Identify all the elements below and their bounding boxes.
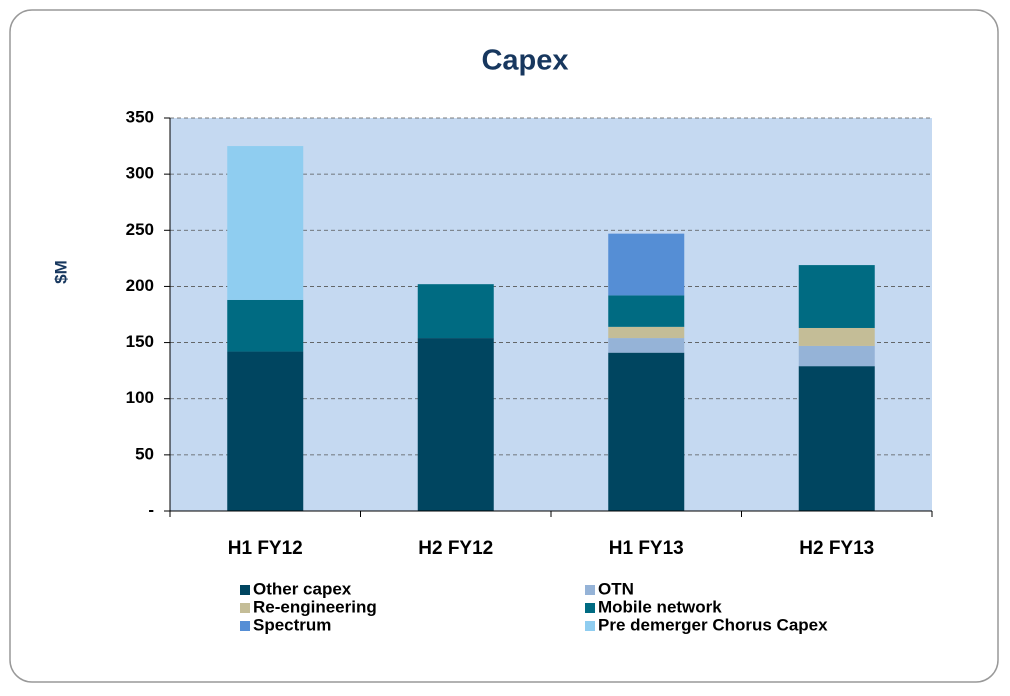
y-tick-label: 100 <box>126 388 154 407</box>
bar-segment <box>798 327 875 346</box>
legend-marker <box>240 603 250 613</box>
x-tick-label: H2 FY13 <box>799 538 874 559</box>
bar-segment <box>798 366 875 511</box>
x-tick-label: H1 FY13 <box>609 538 684 559</box>
x-tick-label: H1 FY12 <box>228 538 303 559</box>
y-tick-label: - <box>148 500 154 519</box>
bar-segment <box>608 233 685 296</box>
legend-marker <box>240 621 250 631</box>
bar-segment <box>417 284 494 339</box>
y-tick-label: 300 <box>126 164 154 183</box>
x-tick-label: H2 FY12 <box>418 538 493 559</box>
legend-marker <box>585 603 595 613</box>
legend-label: Pre demerger Chorus Capex <box>598 615 828 634</box>
legend-marker <box>585 585 595 595</box>
legend-label: OTN <box>598 579 634 598</box>
legend-marker <box>240 585 250 595</box>
bar-segment <box>417 338 494 511</box>
bar-segment <box>608 352 685 511</box>
bar-segment <box>798 345 875 367</box>
y-axis-label: $M <box>51 260 70 284</box>
bar-segment <box>227 146 304 300</box>
y-tick-label: 200 <box>126 276 154 295</box>
legend-marker <box>585 621 595 631</box>
legend-label: Spectrum <box>253 615 331 634</box>
y-tick-label: 50 <box>135 444 154 463</box>
bar-segment <box>227 351 304 511</box>
bar-segment <box>608 338 685 353</box>
bar-segment <box>608 295 685 327</box>
bar-segment <box>798 265 875 328</box>
legend-label: Re-engineering <box>253 597 377 616</box>
y-tick-label: 250 <box>126 220 154 239</box>
chart-title: Capex <box>481 45 568 77</box>
legend-label: Mobile network <box>598 597 722 616</box>
bar-segment <box>227 299 304 352</box>
bar-segment <box>608 326 685 339</box>
y-tick-label: 150 <box>126 332 154 351</box>
y-tick-label: 350 <box>126 107 154 126</box>
legend-label: Other capex <box>253 579 352 598</box>
